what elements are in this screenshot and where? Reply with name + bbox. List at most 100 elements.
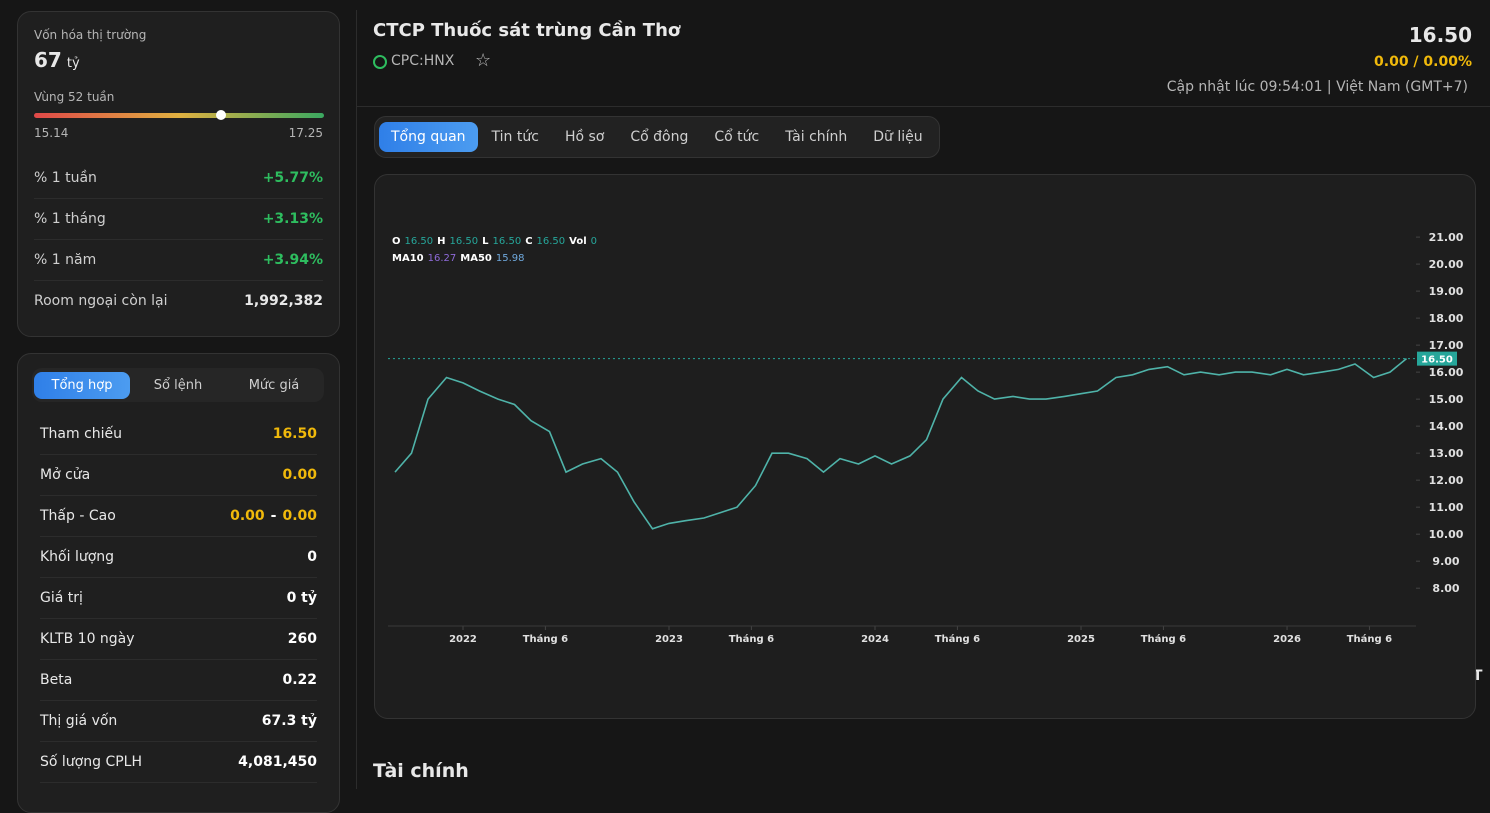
summary-card: Vốn hóa thị trường 67 tỷ Vùng 52 tuần 15.14 1… [17, 11, 340, 337]
readout: Vol [569, 236, 587, 247]
stat-value: 16.50 [272, 426, 317, 442]
nav-tab[interactable]: Cổ tức [714, 129, 760, 145]
room-value: 1,992,382 [244, 293, 323, 309]
last-price-label: 16.50 [1421, 355, 1453, 366]
stat-label: Thấp - Cao [40, 508, 116, 524]
y-tick-label: 8.00 [1432, 582, 1459, 595]
readout: 16.50 [405, 236, 434, 247]
y-tick-label: 11.00 [1429, 501, 1464, 514]
ticker: CPC:HNX [391, 53, 455, 69]
stat-label: Khối lượng [40, 549, 115, 565]
x-tick-label: Tháng 6 [1141, 633, 1186, 645]
y-tick-label: 15.00 [1429, 393, 1464, 406]
stat-label: Giá trị [40, 590, 83, 606]
range-marker [215, 110, 226, 120]
readout: 16.50 [450, 236, 479, 247]
price-line [394, 357, 1408, 530]
low: 0.00 [230, 508, 265, 524]
stat-label: Thị giá vốn [40, 713, 118, 729]
y-tick-label: 13.00 [1429, 447, 1464, 460]
readout: H [437, 236, 445, 247]
stat-label: Số lượng CPLH [40, 754, 142, 770]
stat-value: 0 tỷ [286, 590, 317, 606]
range-bar [34, 113, 324, 118]
stat-value: 0 [307, 549, 317, 565]
page: { "market_cap": {"label": "Vốn hóa thị t… [17, 10, 1490, 813]
x-tick-label: Tháng 6 [935, 633, 980, 645]
y-tick-label: 19.00 [1429, 285, 1464, 298]
y-tick-label: 9.00 [1432, 555, 1459, 568]
value: 67 [34, 48, 62, 72]
section-title: Tài chính [373, 760, 469, 782]
x-tick-label: 2026 [1273, 634, 1301, 645]
perf-row: % 1 tháng +3.13% [34, 199, 323, 240]
stat-value: 0.22 [282, 672, 317, 688]
nav-tab[interactable]: Dữ liệu [873, 129, 923, 145]
stat-value: 260 [287, 631, 317, 647]
price: 16.50 [1408, 23, 1472, 47]
perf-value: +3.94% [262, 252, 323, 268]
range-low: 15.14 [34, 126, 69, 140]
perf-label: % 1 tháng [34, 211, 106, 227]
perf-value: +5.77% [262, 170, 323, 186]
stat-row: Thị giá vốn 67.3 tỷ [40, 701, 317, 742]
stat-row: Mở cửa 0.00 [40, 455, 317, 496]
room-label: Room ngoại còn lại [34, 293, 168, 309]
nav-tabs: Tổng quan Tin tức Hồ sơ Cổ đông Cổ tức Tài ch… [374, 116, 940, 158]
x-tick-label: Tháng 6 [523, 633, 568, 645]
stat-row: KLTB 10 ngày 260 [40, 619, 317, 660]
y-tick-label: 18.00 [1429, 312, 1464, 325]
change: 0.00 / 0.00% [1374, 54, 1472, 70]
range-high: 17.25 [288, 126, 323, 140]
chart: 8.00 9.00 10.00 11.00 12.00 13.00 14.00 15.00 16… [388, 231, 1464, 645]
stat-label: KLTB 10 ngày [40, 631, 135, 647]
perf-label: % 1 năm [34, 252, 97, 268]
stat-label: Mở cửa [40, 467, 91, 483]
stat-row: Beta 0.22 [40, 660, 317, 701]
star[interactable]: ☆ [475, 50, 492, 71]
stat-value: 0.00 [282, 467, 317, 483]
y-tick-label: 12.00 [1429, 474, 1464, 487]
perf-value: +3.13% [262, 211, 323, 227]
tab[interactable]: Sổ lệnh [153, 377, 203, 393]
stat-value: 0.00-0.00 [230, 508, 317, 524]
tab[interactable]: Tổng hợp [34, 371, 130, 399]
readout: 16.27 [428, 253, 457, 264]
perf-row: % 1 năm +3.94% [34, 240, 323, 281]
x-tick-label: 2023 [655, 634, 683, 645]
readout: 16.50 [537, 236, 566, 247]
stat-row: Thấp - Cao 0.00-0.00 [40, 496, 317, 537]
stat-row: Khối lượng 0 [40, 537, 317, 578]
x-tick-label: Tháng 6 [1347, 633, 1392, 645]
last-price-badge [1417, 351, 1457, 366]
nav-tab[interactable]: Hồ sơ [564, 129, 605, 145]
chart-card: 8.00 9.00 10.00 11.00 12.00 13.00 14.00 15.00 16… [374, 174, 1476, 719]
market-cap: 67 tỷ [34, 48, 80, 72]
readout: MA10 [392, 253, 424, 264]
readout: 15.98 [496, 253, 525, 264]
nav-tab[interactable]: Tin tức [491, 129, 539, 145]
x-tick-label: Tháng 6 [729, 633, 774, 645]
perf-label: % 1 tuần [34, 170, 97, 186]
nav-tab[interactable]: Tài chính [785, 129, 848, 145]
perf-row: % 1 tuần +5.77% [34, 158, 323, 199]
y-tick-label: 10.00 [1429, 528, 1464, 541]
unit: tỷ [66, 56, 80, 71]
trading-card: Tổng hợp Sổ lệnh Mức giá Tham chiếu 16.50 Mở … [17, 353, 340, 813]
stat-label: Tham chiếu [40, 426, 123, 442]
stat-row: Số lượng CPLH 4,081,450 [40, 742, 317, 783]
stat-value: 67.3 tỷ [261, 713, 317, 729]
readout: 16.50 [493, 236, 522, 247]
x-tick-label: 2025 [1067, 634, 1095, 645]
title: CTCP Thuốc sát trùng Cần Thơ [373, 20, 681, 41]
room-row: Room ngoại còn lại 1,992,382 [34, 281, 323, 321]
y-tick-label: 21.00 [1429, 231, 1464, 244]
nav-tab[interactable]: Tổng quan [379, 122, 478, 152]
readout: O [392, 236, 401, 247]
tab[interactable]: Mức giá [248, 377, 300, 393]
y-tick-label: 20.00 [1429, 258, 1464, 271]
body: Vốn hóa thị trường 67 tỷ Vùng 52 tuần 15.14 1… [17, 10, 1490, 813]
nav-tab[interactable]: Cổ đông [630, 129, 689, 145]
status-icon [373, 55, 387, 69]
updated: Cập nhật lúc 09:54:01 | Việt Nam (GMT+7) [1166, 79, 1468, 95]
